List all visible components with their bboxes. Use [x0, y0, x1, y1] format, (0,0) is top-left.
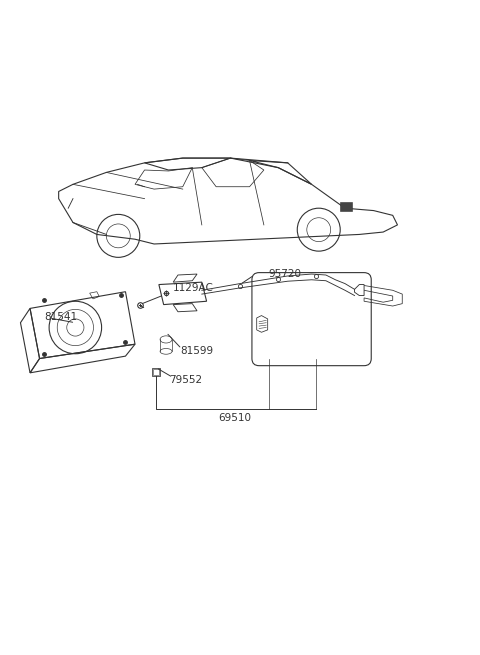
Bar	[340, 202, 352, 210]
Bar	[152, 367, 160, 376]
Text: 1129AC: 1129AC	[173, 284, 214, 293]
Text: 95720: 95720	[269, 269, 301, 279]
Text: 81541: 81541	[44, 312, 77, 322]
Text: 69510: 69510	[218, 413, 252, 423]
Text: 79552: 79552	[169, 375, 203, 385]
Bar	[153, 369, 159, 375]
Text: 81599: 81599	[180, 346, 214, 356]
